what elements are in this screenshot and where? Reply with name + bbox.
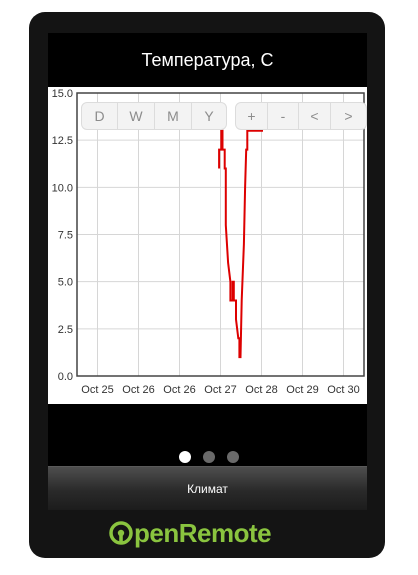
range-button-day[interactable]: D [81, 102, 118, 130]
temperature-chart[interactable]: 0.0 2.5 5.0 7.5 10.0 12.5 15.0 Oct 25 Oct 26 Oct … [48, 87, 367, 404]
range-button-month[interactable]: M [154, 102, 192, 130]
y-tick-label: 2.5 [58, 324, 73, 336]
app-screen: Температура, C 0.0 2.5 5.0 7.5 10.0 12.5 15.0 O… [48, 33, 367, 510]
page-dot-2[interactable] [203, 451, 215, 463]
x-tick-label: Oct 27 [204, 384, 236, 396]
tab-climate[interactable]: Климат [48, 467, 367, 511]
y-tick-label: 7.5 [58, 230, 73, 242]
header-bar: Температура, C [48, 33, 367, 87]
y-tick-label: 15.0 [52, 88, 73, 100]
x-tick-label: Oct 26 [163, 384, 195, 396]
x-tick-label: Oct 25 [81, 384, 113, 396]
y-tick-label: 5.0 [58, 277, 73, 289]
page-dot-3[interactable] [227, 451, 239, 463]
tab-climate-label: Климат [187, 482, 228, 496]
next-period-button[interactable]: > [330, 102, 367, 130]
range-button-week[interactable]: W [117, 102, 155, 130]
openremote-logo-icon [108, 520, 134, 546]
y-tick-label: 10.0 [52, 182, 73, 194]
x-tick-label: Oct 29 [286, 384, 318, 396]
page-dot-1[interactable] [179, 451, 191, 463]
y-tick-label: 12.5 [52, 135, 73, 147]
page-indicator [48, 449, 367, 465]
range-button-year[interactable]: Y [191, 102, 227, 130]
page-title: Температура, C [141, 50, 273, 71]
prev-period-button[interactable]: < [298, 102, 331, 130]
openremote-logo: penRemote [108, 517, 271, 549]
zoom-in-button[interactable]: + [235, 102, 268, 130]
tab-bar: Климат [48, 466, 367, 510]
y-tick-label: 0.0 [58, 371, 73, 383]
x-tick-label: Oct 26 [122, 384, 154, 396]
x-tick-label: Oct 30 [327, 384, 359, 396]
zoom-out-button[interactable]: - [267, 102, 299, 130]
x-tick-label: Oct 28 [245, 384, 277, 396]
logo-text: penRemote [134, 518, 271, 549]
chart-canvas: 0.0 2.5 5.0 7.5 10.0 12.5 15.0 Oct 25 Oct 26 Oct … [48, 87, 367, 404]
